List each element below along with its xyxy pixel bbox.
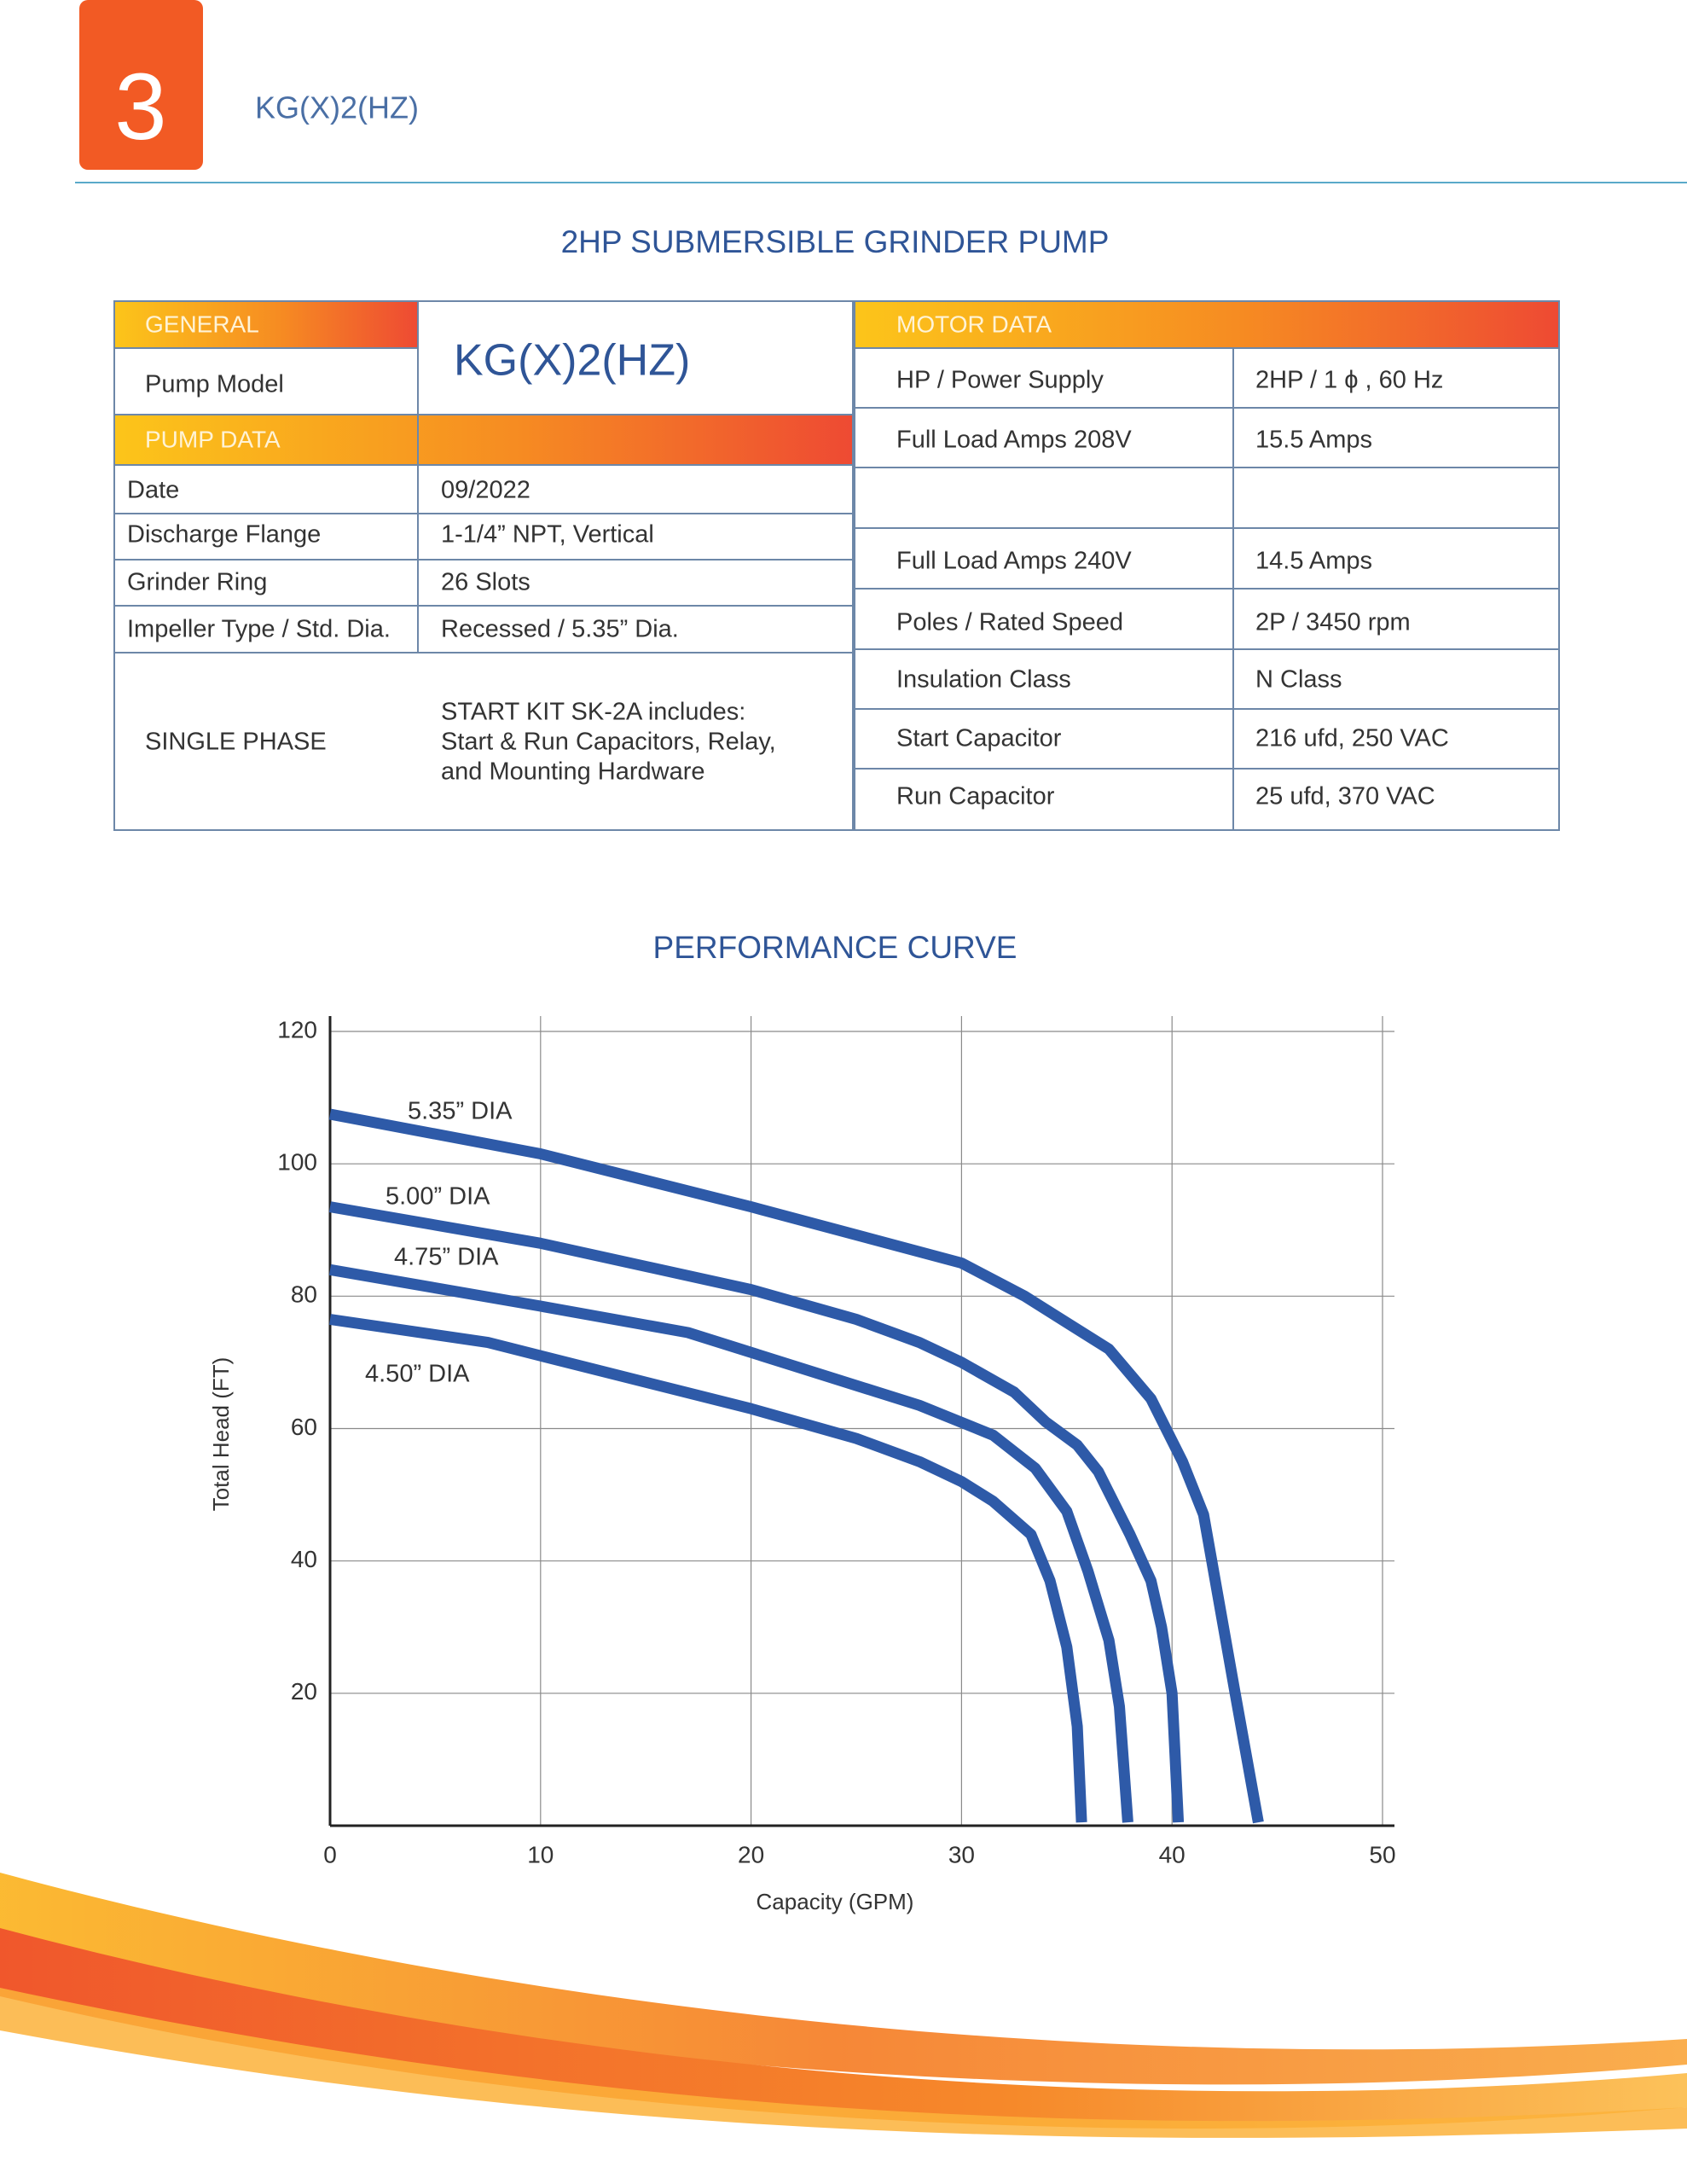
cell-label: HP / Power Supply	[896, 367, 1104, 394]
page-number: 3	[114, 55, 166, 160]
decor-swoosh	[0, 1988, 1687, 2138]
cell-label: Full Load Amps 208V	[896, 427, 1132, 454]
motor-table: MOTOR DATA	[854, 300, 1560, 831]
curve	[329, 1314, 1087, 1823]
cell-value: 15.5 Amps	[1255, 427, 1372, 454]
cell-label: Insulation Class	[896, 666, 1071, 694]
x-tick-label: 0	[323, 1841, 337, 1867]
cell-value: 26 Slots	[441, 569, 530, 596]
pump-model: KG(X)2(HZ)	[454, 336, 690, 386]
cell-value: 216 ufd, 250 VAC	[1255, 725, 1449, 752]
curve	[328, 1263, 1133, 1823]
title: 2HP SUBMERSIBLE GRINDER PUMP	[561, 224, 1110, 259]
cell-value: Recessed / 5.35” Dia.	[441, 616, 679, 643]
header-fill	[855, 301, 1559, 348]
section-label: MOTOR DATA	[896, 311, 1052, 337]
chart-title: PERFORMANCE CURVE	[653, 930, 1017, 965]
cell-value: 09/2022	[441, 477, 530, 504]
y-tick-label: 20	[291, 1678, 317, 1705]
pump-table: GENERAL Pump Model KG(X)2(HZ) PUMP DATA …	[113, 300, 854, 831]
cell-value: 25 ufd, 370 VAC	[1255, 783, 1435, 810]
section-label: PUMP DATA	[145, 426, 281, 452]
cell-label: Poles / Rated Speed	[896, 609, 1123, 636]
curve-label: 4.75” DIA	[394, 1244, 499, 1271]
cell-label: Pump Model	[145, 371, 284, 398]
x-tick-label: 40	[1159, 1841, 1186, 1867]
y-axis-label: Total Head (FT)	[208, 1357, 234, 1512]
cell-label: Impeller Type / Std. Dia.	[127, 616, 391, 643]
y-tick-label: 60	[291, 1414, 317, 1440]
section-label: GENERAL	[145, 311, 259, 337]
curve-label: 5.35” DIA	[408, 1098, 513, 1125]
curve	[328, 1108, 1264, 1824]
cell-label: Full Load Amps 240V	[896, 548, 1132, 575]
y-tick-label: 120	[277, 1016, 317, 1043]
cell-value: 1-1/4” NPT, Vertical	[441, 521, 654, 549]
cell-text: Start & Run Capacitors, Relay,	[441, 729, 776, 756]
cell-value: N Class	[1255, 666, 1342, 694]
cell-label: Run Capacitor	[896, 783, 1055, 810]
cell-value: 14.5 Amps	[1255, 548, 1372, 575]
curve	[328, 1201, 1185, 1823]
decor-swoosh	[0, 1873, 1687, 2085]
cell-label: SINGLE PHASE	[145, 729, 327, 756]
x-axis-label: Capacity (GPM)	[757, 1889, 914, 1914]
header-fill	[114, 301, 418, 348]
x-tick-label: 50	[1369, 1841, 1395, 1867]
cell-label: Discharge Flange	[127, 521, 321, 549]
x-tick-label: 30	[948, 1841, 975, 1867]
cell-label: Start Capacitor	[896, 725, 1062, 752]
x-tick-label: 20	[738, 1841, 764, 1867]
table-border	[113, 300, 854, 831]
curve-label: 4.50” DIA	[365, 1361, 470, 1388]
cell-text: and Mounting Hardware	[441, 758, 705, 786]
y-tick-label: 80	[291, 1281, 317, 1308]
x-tick-label: 10	[527, 1841, 554, 1867]
header-model: KG(X)2(HZ)	[255, 90, 419, 125]
table-border	[854, 300, 1560, 831]
cell-label: Date	[127, 477, 179, 504]
page-tab	[79, 0, 203, 170]
y-tick-label: 100	[277, 1149, 317, 1176]
decor-swoosh	[0, 1928, 1687, 2129]
cell-label: Grinder Ring	[127, 569, 267, 596]
y-tick-label: 40	[291, 1546, 317, 1572]
header-fill	[114, 415, 853, 465]
curve-label: 5.00” DIA	[386, 1183, 490, 1211]
cell-value: 2HP / 1 ϕ , 60 Hz	[1255, 367, 1443, 394]
cell-text: START KIT SK-2A includes:	[441, 699, 745, 726]
cell-value: 2P / 3450 rpm	[1255, 609, 1411, 636]
